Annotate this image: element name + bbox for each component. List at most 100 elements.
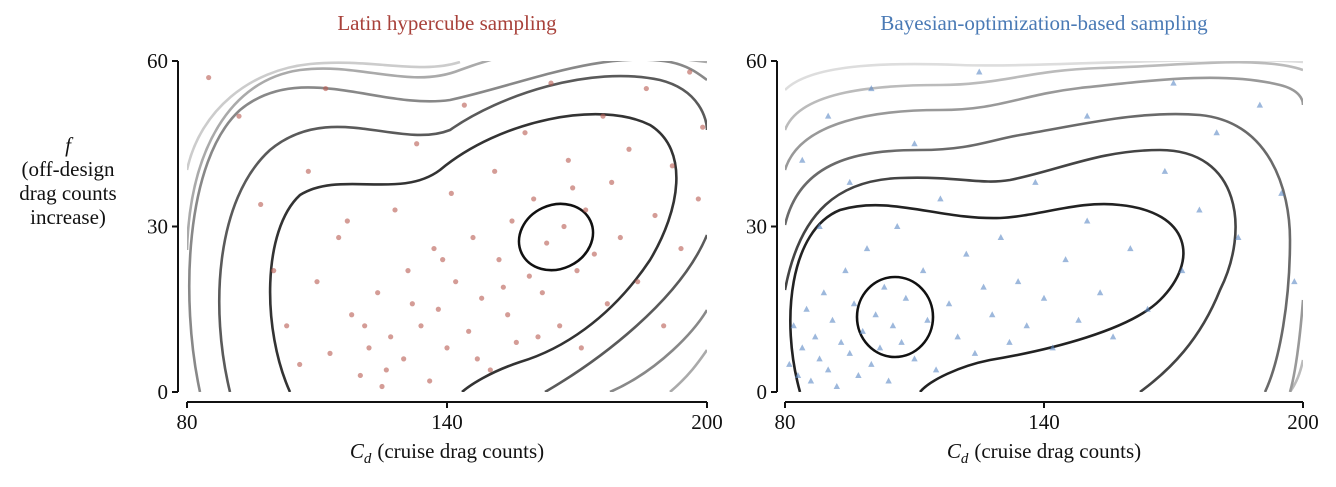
point (1161, 167, 1169, 174)
point (898, 338, 905, 345)
point (889, 322, 897, 329)
point (1213, 129, 1220, 136)
point (976, 68, 983, 75)
point (842, 267, 849, 274)
x-label-symbol: C (350, 439, 365, 463)
point (919, 267, 927, 274)
point (829, 316, 836, 323)
point (894, 223, 901, 229)
point (1109, 333, 1117, 340)
x-tick-label: 140 (1028, 410, 1060, 434)
point (617, 234, 623, 241)
point (1256, 101, 1264, 108)
x-label-text: (cruise drag counts) (377, 439, 544, 463)
point (327, 350, 333, 356)
point (786, 360, 793, 367)
point (807, 377, 815, 384)
x-axis-label: Cd (cruise drag counts) (350, 439, 544, 467)
point (344, 218, 350, 224)
point (548, 80, 554, 86)
point (868, 85, 875, 92)
point (440, 257, 446, 263)
point (1014, 278, 1022, 285)
point (1040, 294, 1048, 301)
point (305, 168, 311, 174)
point (336, 234, 342, 241)
point (522, 130, 528, 136)
point (652, 212, 658, 219)
point (855, 371, 862, 378)
point (561, 223, 567, 230)
point (669, 163, 675, 169)
point (362, 323, 368, 329)
point (535, 334, 541, 340)
point (700, 124, 706, 130)
point (687, 69, 693, 75)
points (206, 69, 706, 390)
point (505, 312, 511, 318)
point (544, 240, 550, 246)
point (820, 289, 828, 296)
point (837, 338, 845, 345)
point (846, 349, 853, 356)
x-label-text: (cruise drag counts) (974, 439, 1141, 463)
point (863, 245, 871, 252)
point (349, 312, 355, 318)
subplot-title: Bayesian-optimization-based sampling (880, 11, 1208, 35)
plots: Latin hypercube sampling 0 30 60 80 140 200 Cd (… (19, 11, 1318, 467)
point (1032, 178, 1039, 185)
point (803, 305, 810, 312)
point (816, 223, 823, 229)
point (1083, 112, 1091, 119)
point (448, 190, 454, 196)
point (872, 311, 879, 318)
point (297, 361, 303, 368)
point (876, 344, 884, 351)
point (824, 366, 832, 373)
point (357, 372, 363, 379)
point (314, 279, 320, 285)
point (236, 113, 242, 119)
point (474, 356, 480, 362)
point (405, 268, 411, 274)
x-tick-label: 200 (691, 410, 723, 434)
point (980, 283, 987, 290)
point (1278, 189, 1285, 196)
point (1049, 344, 1056, 351)
contours (187, 61, 707, 392)
point (418, 323, 424, 329)
point (635, 279, 641, 285)
point (1291, 278, 1298, 285)
contours (785, 61, 1303, 392)
point (206, 74, 212, 81)
point (565, 157, 571, 163)
point (600, 113, 606, 119)
point (323, 85, 329, 92)
point (583, 207, 589, 213)
y-tick-label: 0 (757, 380, 768, 404)
point (466, 328, 472, 334)
point (799, 156, 806, 163)
x-axis-label: Cd (cruise drag counts) (947, 439, 1141, 467)
point (1144, 305, 1151, 312)
point (850, 300, 858, 307)
x-tick-label: 80 (775, 410, 796, 434)
point (963, 250, 970, 257)
point (661, 323, 667, 329)
point (258, 201, 264, 208)
y-tick-label: 60 (147, 49, 168, 73)
point (1006, 338, 1013, 345)
point (1196, 206, 1203, 213)
x-label-subscript: d (364, 451, 372, 467)
point (1235, 234, 1242, 241)
point (414, 141, 420, 147)
point (902, 294, 910, 301)
point (794, 371, 802, 378)
points (786, 68, 1298, 389)
point (868, 360, 875, 367)
point (570, 185, 576, 191)
point (574, 268, 580, 274)
point (937, 195, 944, 202)
point (496, 257, 502, 263)
point (470, 234, 476, 241)
